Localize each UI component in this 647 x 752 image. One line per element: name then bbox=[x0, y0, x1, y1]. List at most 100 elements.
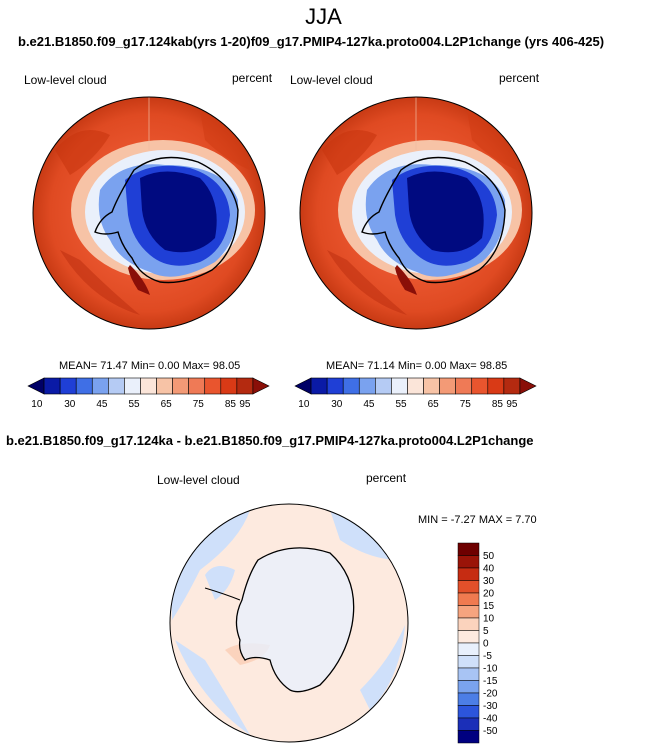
colorbar-swatch bbox=[391, 377, 408, 395]
colorbar-swatch bbox=[455, 377, 473, 395]
colorbar-end-high bbox=[252, 377, 270, 395]
colorbar-swatch bbox=[108, 377, 125, 395]
colorbar-swatch bbox=[204, 377, 222, 395]
colorbar-tick-label: -5 bbox=[483, 651, 492, 662]
colorbar-tick-label: -15 bbox=[483, 676, 498, 687]
antarctica-coastline bbox=[361, 156, 506, 284]
polar-map-1 bbox=[33, 97, 265, 329]
colorbar-swatch bbox=[457, 655, 480, 669]
map1-border bbox=[32, 96, 266, 330]
colorbar-tick-label: 10 bbox=[298, 399, 310, 410]
colorbar-swatch bbox=[43, 377, 61, 395]
colorbar-swatch bbox=[140, 377, 157, 395]
colorbar-tick-label: 40 bbox=[483, 564, 495, 575]
colorbar-swatch bbox=[75, 377, 93, 395]
colorbar-tick-label: -20 bbox=[483, 689, 498, 700]
colorbar-swatch bbox=[457, 680, 480, 694]
colorbar-swatch bbox=[457, 730, 480, 744]
antarctica-coastline bbox=[235, 547, 355, 693]
colorbar-tick-label: 30 bbox=[483, 576, 495, 587]
colorbar-swatch bbox=[375, 377, 392, 395]
colorbar-panel2: 10 30 45 55 65 75 85 95 bbox=[294, 377, 537, 410]
colorbar-swatch bbox=[156, 377, 173, 395]
colorbar-tick-label: 30 bbox=[331, 399, 343, 410]
colorbar-tick-label: 55 bbox=[395, 399, 407, 410]
panel2-units-label: percent bbox=[499, 71, 540, 85]
diff-stats: MIN = -7.27 MAX = 7.70 bbox=[418, 514, 537, 526]
colorbar-swatch bbox=[457, 642, 480, 656]
colorbar-swatch bbox=[457, 705, 480, 719]
colorbar-tick-label: 95 bbox=[506, 399, 518, 410]
colorbar-swatch bbox=[342, 377, 360, 395]
colorbar-tick-label: 0 bbox=[483, 639, 489, 650]
map2-border bbox=[299, 96, 533, 330]
panel2-stats: MEAN= 71.14 Min= 0.00 Max= 98.85 bbox=[326, 360, 508, 372]
colorbar-swatch bbox=[188, 377, 206, 395]
colorbar-swatch bbox=[487, 377, 505, 395]
colorbar-tick-label: 85 bbox=[492, 399, 504, 410]
polar-map-2 bbox=[300, 97, 532, 329]
colorbar-swatch bbox=[358, 377, 376, 395]
colorbar-swatch bbox=[457, 717, 480, 731]
colorbar-swatch bbox=[439, 377, 456, 395]
colorbar-tick-label: 50 bbox=[483, 551, 495, 562]
colorbar-swatch bbox=[310, 377, 328, 395]
colorbar-swatch bbox=[457, 692, 480, 706]
colorbar-tick-label: -40 bbox=[483, 714, 498, 725]
colorbar-swatch bbox=[124, 377, 141, 395]
colorbar-tick-label: 10 bbox=[483, 614, 495, 625]
difference-map-border bbox=[169, 503, 409, 743]
colorbar-tick-label: 15 bbox=[483, 601, 495, 612]
antarctic-low-cloud-minimum bbox=[407, 171, 484, 253]
colorbar-tick-label: 5 bbox=[483, 626, 489, 637]
panel1-units-label: percent bbox=[232, 71, 273, 85]
panel1-variable-label: Low-level cloud bbox=[24, 73, 107, 87]
colorbar-tick-label: 20 bbox=[483, 589, 495, 600]
colorbar-swatch bbox=[326, 377, 344, 395]
colorbar-tick-label: 75 bbox=[193, 399, 205, 410]
colorbar-swatch bbox=[457, 592, 480, 606]
colorbar-end-high bbox=[519, 377, 537, 395]
colorbar-swatch bbox=[457, 617, 480, 631]
colorbar-swatch bbox=[471, 377, 489, 395]
colorbar-swatch bbox=[457, 567, 480, 581]
colorbar-tick-label: 75 bbox=[460, 399, 472, 410]
panel2-variable-label: Low-level cloud bbox=[290, 73, 373, 87]
colorbar-tick-label: 30 bbox=[64, 399, 76, 410]
colorbar-tick-label: 65 bbox=[428, 399, 440, 410]
season-title: JJA bbox=[305, 4, 342, 29]
colorbar-tick-label: 45 bbox=[363, 399, 375, 410]
colorbar-swatch bbox=[423, 377, 440, 395]
colorbar-swatch bbox=[457, 555, 480, 569]
run-titles-overlap: b.e21.B1850.f09_g17.124kab(yrs 1-20)f09_… bbox=[18, 34, 605, 49]
colorbar-swatch bbox=[59, 377, 77, 395]
colorbar-tick-label: -50 bbox=[483, 726, 498, 737]
colorbar-tick-label: -30 bbox=[483, 701, 498, 712]
antarctic-low-cloud-minimum bbox=[140, 171, 217, 253]
colorbar-swatch bbox=[457, 630, 480, 644]
antarctica-coastline bbox=[94, 156, 239, 284]
diff-units-label: percent bbox=[366, 471, 407, 485]
colorbar-panel1: 10 30 45 55 65 75 85 95 bbox=[27, 377, 270, 410]
colorbar-swatch bbox=[172, 377, 189, 395]
colorbar-swatch bbox=[457, 580, 480, 594]
difference-title: b.e21.B1850.f09_g17.124ka - b.e21.B1850.… bbox=[6, 433, 534, 448]
colorbar-swatch bbox=[91, 377, 109, 395]
colorbar-swatch bbox=[457, 605, 480, 619]
colorbar-tick-label: -10 bbox=[483, 664, 498, 675]
colorbar-swatch bbox=[236, 377, 254, 395]
colorbar-swatch bbox=[457, 542, 480, 556]
polar-map-difference bbox=[170, 504, 408, 742]
colorbar-end-low bbox=[294, 377, 312, 395]
colorbar-tick-label: 95 bbox=[239, 399, 251, 410]
colorbar-tick-label: 45 bbox=[96, 399, 108, 410]
panel1-stats: MEAN= 71.47 Min= 0.00 Max= 98.05 bbox=[59, 360, 241, 372]
colorbar-swatch bbox=[457, 667, 480, 681]
colorbar-swatch bbox=[503, 377, 521, 395]
colorbar-end-low bbox=[27, 377, 45, 395]
colorbar-swatch bbox=[407, 377, 424, 395]
colorbar-tick-label: 85 bbox=[225, 399, 237, 410]
